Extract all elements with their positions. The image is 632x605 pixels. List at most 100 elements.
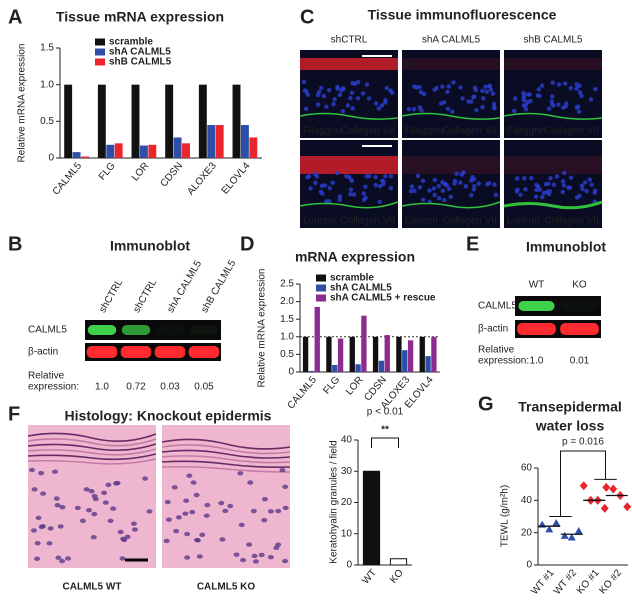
bar (355, 364, 361, 372)
nucleus (363, 195, 368, 200)
nucleus (408, 189, 414, 194)
nucleus (451, 80, 456, 85)
bar (431, 336, 437, 372)
nucleus (574, 195, 580, 200)
panel-title: Tissue immunofluorescence (368, 7, 557, 23)
panel-label: F (8, 403, 20, 425)
nucleus (373, 101, 379, 106)
nucleus (589, 182, 594, 187)
nucleus (537, 187, 542, 192)
stratum-corneum (27, 458, 157, 465)
chart-title: Transepidermal (518, 399, 622, 415)
nucleus (340, 109, 346, 114)
collagen-line (503, 200, 603, 210)
stratum-corneum (27, 438, 157, 447)
relative-label: expression: (28, 382, 79, 393)
nucleus (83, 487, 90, 492)
panel-title: Immunoblot (526, 239, 606, 255)
collagen-line (299, 201, 399, 209)
bar (81, 156, 89, 158)
bar (198, 84, 207, 158)
x-tick-label: CALML5 (286, 374, 320, 411)
band-red (517, 323, 556, 335)
legend-label: scramble (109, 37, 153, 48)
y-tick-label: 1.5 (40, 43, 54, 54)
nucleus (35, 515, 42, 521)
nucleus (376, 106, 382, 111)
nucleus (350, 80, 355, 86)
nucleus (318, 189, 324, 194)
nucleus (562, 170, 567, 176)
nucleus (40, 491, 47, 496)
nucleus (454, 171, 459, 176)
relative-value: 0.01 (570, 356, 590, 367)
nucleus (110, 506, 117, 511)
relative-label: Relative (478, 345, 515, 356)
stratum-corneum (161, 449, 291, 459)
y-tick-label: 60 (521, 463, 533, 474)
stain-label: Loricrin (507, 216, 540, 227)
nucleus (47, 526, 54, 531)
nucleus (121, 537, 128, 543)
nucleus (556, 102, 561, 107)
band-green (518, 301, 555, 311)
nucleus (196, 554, 203, 559)
row-label: CALML5 (478, 301, 517, 312)
panel-label: E (466, 233, 479, 255)
bar (97, 84, 106, 158)
nucleus (258, 552, 265, 558)
data-point (579, 481, 588, 491)
nucleus (165, 517, 172, 522)
column-label: shB CALML5 (524, 35, 583, 46)
nucleus (568, 175, 574, 180)
nucleus (384, 85, 389, 91)
y-tick-label: 0 (48, 153, 54, 164)
lane-label: WT (529, 280, 545, 291)
nucleus (238, 522, 245, 528)
nucleus (164, 499, 171, 505)
nucleus (476, 181, 481, 186)
nucleus (484, 89, 489, 94)
nucleus (218, 500, 225, 506)
nucleus (350, 106, 355, 111)
nucleus (406, 106, 412, 112)
nucleus (469, 178, 474, 183)
nucleus (74, 505, 81, 511)
nucleus (348, 192, 353, 197)
nucleus (474, 107, 479, 113)
nucleus (388, 185, 394, 191)
chart-title: Tissue mRNA expression (56, 9, 224, 25)
lane-label: shCTRL (131, 277, 159, 315)
nucleus (52, 469, 59, 474)
nucleus (90, 535, 97, 540)
nucleus (337, 194, 343, 199)
nucleus (445, 106, 451, 112)
chart-title: mRNA expression (295, 249, 415, 265)
nucleus (59, 504, 66, 510)
nucleus (561, 105, 566, 110)
nucleus (515, 176, 520, 181)
y-tick-label: 2.5 (280, 279, 294, 290)
legend-label: shA CALML5 (109, 47, 171, 58)
data-point (552, 518, 561, 526)
nucleus (363, 184, 368, 190)
stain-label: Loricrin (303, 216, 336, 227)
y-tick-label: 0.5 (280, 349, 294, 360)
legend-swatch (95, 58, 105, 66)
nucleus (250, 508, 257, 514)
lane-label: shA CALML5 (165, 258, 204, 314)
nucleus (383, 174, 388, 179)
nucleus (86, 508, 93, 513)
nucleus (419, 108, 424, 113)
legend-swatch (95, 38, 105, 46)
bar (326, 336, 332, 372)
nucleus (377, 199, 382, 204)
nucleus (587, 177, 593, 182)
nucleus (327, 185, 332, 191)
nucleus (321, 93, 327, 99)
data-point (600, 503, 609, 513)
nucleus (550, 80, 555, 85)
panel-title: Immunoblot (110, 238, 190, 254)
y-axis-label: Relative mRNA expression (17, 44, 28, 163)
collagen-line (401, 201, 501, 209)
